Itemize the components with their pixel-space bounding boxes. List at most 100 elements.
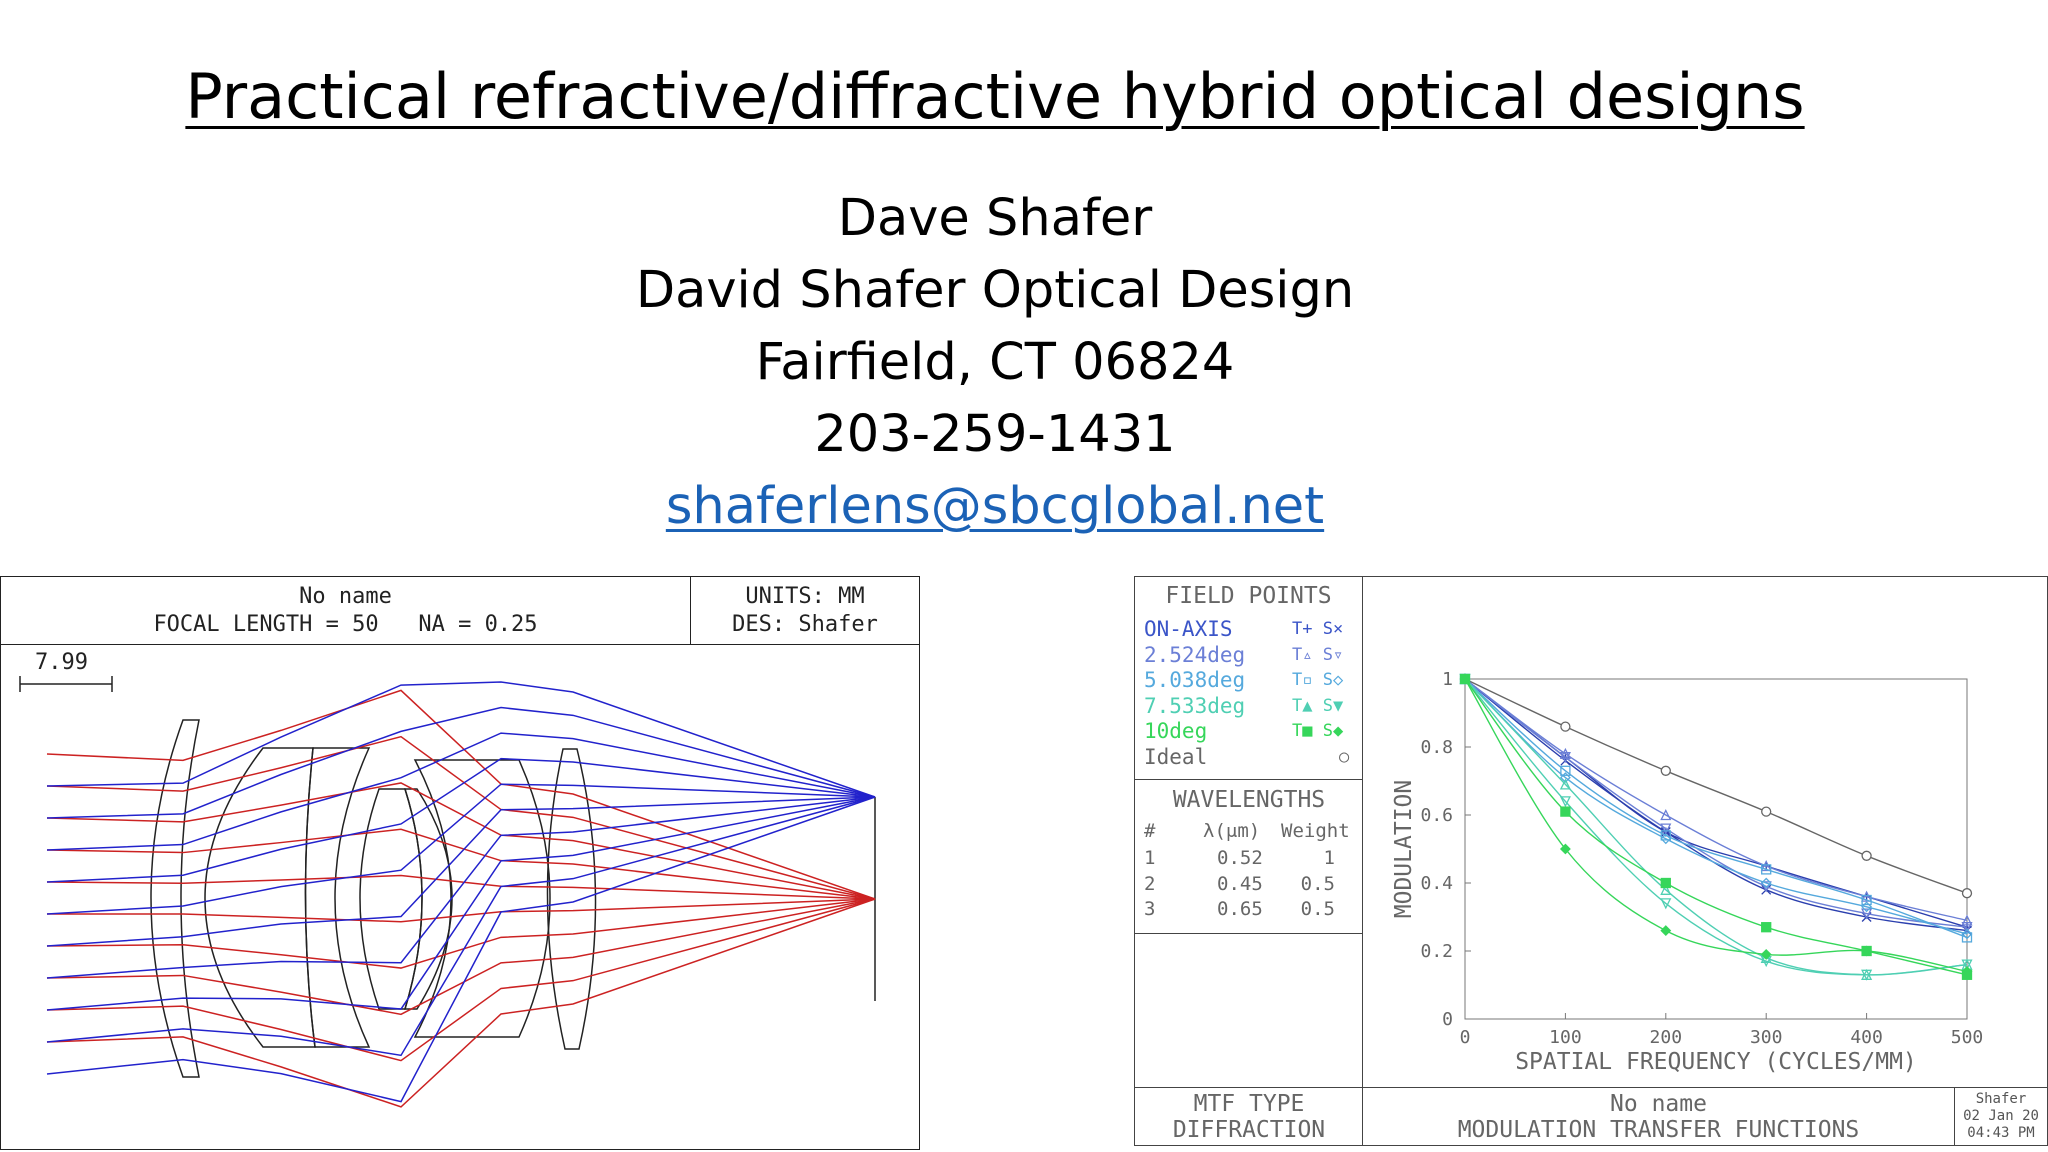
data-point xyxy=(1861,969,1873,981)
x-tick-label: 300 xyxy=(1750,1027,1783,1048)
ray-on-axis xyxy=(46,681,876,798)
y-tick-label: 1 xyxy=(1442,669,1453,690)
data-point xyxy=(1961,928,1973,940)
series-7-533deg-s xyxy=(1459,673,1973,981)
data-point xyxy=(1760,860,1772,872)
series-line xyxy=(1464,678,1968,939)
lens-header: No name FOCAL LENGTH = 50 NA = 0.25 xyxy=(1,577,691,645)
mtf-type-label: MTF TYPE xyxy=(1193,1091,1305,1117)
data-point xyxy=(1961,959,1973,971)
data-point xyxy=(1660,765,1671,776)
data-point xyxy=(1760,881,1772,893)
field-point-label: 7.533deg xyxy=(1144,693,1246,718)
data-point xyxy=(1660,898,1672,910)
mtf-type-value: DIFFRACTION xyxy=(1172,1117,1326,1143)
data-point xyxy=(1559,796,1571,808)
author-name: Dave Shafer xyxy=(837,189,1153,248)
divider xyxy=(1135,933,1363,934)
y-tick-label: 0 xyxy=(1442,1009,1453,1030)
y-tick-label: 0.6 xyxy=(1420,805,1453,826)
data-point xyxy=(1660,830,1671,841)
wl-header-num: # xyxy=(1144,820,1156,842)
data-point xyxy=(1560,765,1571,776)
data-point xyxy=(1660,883,1672,895)
data-point xyxy=(1660,823,1672,835)
ray-off-axis xyxy=(46,898,876,1108)
lens-element-4 xyxy=(359,788,423,1010)
scale-label: 7.99 xyxy=(35,650,88,675)
ray-off-axis xyxy=(46,898,876,1062)
x-tick-label: 500 xyxy=(1951,1027,1984,1048)
wavelength-lambda: 0.52 xyxy=(1217,847,1263,869)
series-2-524deg-t xyxy=(1459,673,1973,926)
wavelengths-title: WAVELENGTHS xyxy=(1172,787,1326,813)
data-point xyxy=(1961,922,1973,934)
field-point-symbols: T▲ S▼ xyxy=(1292,695,1344,716)
data-point xyxy=(1559,778,1571,790)
wavelength-num: 3 xyxy=(1144,898,1156,920)
field-point-symbols: T■ S◆ xyxy=(1292,721,1344,741)
y-axis-label: MODULATION xyxy=(1391,780,1417,918)
series-line xyxy=(1464,678,1968,922)
series-line xyxy=(1464,678,1968,976)
data-point xyxy=(1660,833,1672,845)
data-point xyxy=(1459,673,1471,685)
mtf-stamp: Shafer 02 Jan 20 04:43 PM xyxy=(1955,1087,2047,1145)
lens-layout-panel: No name FOCAL LENGTH = 50 NA = 0.25 UNIT… xyxy=(0,576,920,1150)
divider xyxy=(1135,779,1363,780)
data-point xyxy=(1861,850,1872,861)
contact-block: Dave Shafer David Shafer Optical Design … xyxy=(0,183,1990,543)
data-point xyxy=(1761,806,1772,817)
stamp-date: 02 Jan 20 xyxy=(1963,1108,2039,1124)
series-5-038deg-t xyxy=(1459,673,1973,943)
y-tick-label: 0.8 xyxy=(1420,737,1453,758)
wavelength-weight: 0.5 xyxy=(1300,898,1335,920)
lens-units-box: UNITS: MM DES: Shafer xyxy=(691,577,919,645)
ray-off-axis xyxy=(46,828,876,900)
wavelength-lambda: 0.65 xyxy=(1217,898,1263,920)
stamp-name: Shafer xyxy=(1975,1091,2027,1107)
data-point xyxy=(1861,894,1872,906)
email-link[interactable]: shaferlens@sbcglobal.net xyxy=(665,477,1325,536)
y-tick-label: 0.2 xyxy=(1420,941,1453,962)
lens-elements xyxy=(150,719,597,1078)
lens-specs: FOCAL LENGTH = 50 NA = 0.25 xyxy=(153,612,538,637)
units-label: UNITS: MM xyxy=(745,584,865,609)
data-point xyxy=(1861,901,1873,913)
series-line xyxy=(1464,678,1968,928)
field-point-symbols: T▵ S▿ xyxy=(1292,644,1344,665)
plot-frame xyxy=(1464,678,1968,1020)
lens-element-6 xyxy=(413,759,551,1038)
data-point xyxy=(1861,890,1873,902)
x-tick-label: 100 xyxy=(1549,1027,1582,1048)
mtf-chart: 0 100 200 300 400 500 0 0.2 0.4 0.6 0.8 1 SPATIAL FR… xyxy=(1391,669,1984,1075)
series-10deg-s xyxy=(1459,673,1973,977)
ray-on-axis xyxy=(46,706,876,819)
data-point xyxy=(1961,914,1973,926)
data-point xyxy=(1761,864,1772,875)
ray-bundle-off-axis xyxy=(46,689,876,1108)
ray-off-axis xyxy=(46,689,876,900)
data-point xyxy=(1559,772,1571,784)
mtf-footer-title: MODULATION TRANSFER FUNCTIONS xyxy=(1457,1117,1860,1143)
mtf-legend-column: FIELD POINTS ON-AXIS T+ S× 2.524deg T▵ S▿ 5.… xyxy=(1135,577,1363,1145)
wl-header-lambda: λ(μm) xyxy=(1203,820,1261,842)
field-point-symbols: T▫ S◇ xyxy=(1292,670,1344,690)
series-line xyxy=(1464,678,1968,973)
data-point xyxy=(1560,721,1571,732)
mtf-type-box: MTF TYPE DIFFRACTION xyxy=(1135,1087,1363,1145)
mtf-footer-title-box: No name MODULATION TRANSFER FUNCTIONS xyxy=(1363,1087,1955,1145)
ray-off-axis xyxy=(47,898,876,923)
field-point-label: 10deg xyxy=(1144,719,1208,743)
lens-element-2 xyxy=(204,747,316,1048)
data-point xyxy=(1660,877,1671,889)
field-point-label: Ideal xyxy=(1144,744,1208,769)
series-line xyxy=(1464,678,1968,935)
lens-element-1 xyxy=(150,719,200,1078)
field-point-label: ON-AXIS xyxy=(1144,617,1233,641)
ray-off-axis xyxy=(46,735,876,900)
field-point-symbols: ○ xyxy=(1339,746,1350,767)
ray-on-axis xyxy=(46,796,876,1103)
x-axis-label: SPATIAL FREQUENCY (CYCLES/MM) xyxy=(1515,1049,1917,1075)
field-points-title: FIELD POINTS xyxy=(1165,583,1332,609)
